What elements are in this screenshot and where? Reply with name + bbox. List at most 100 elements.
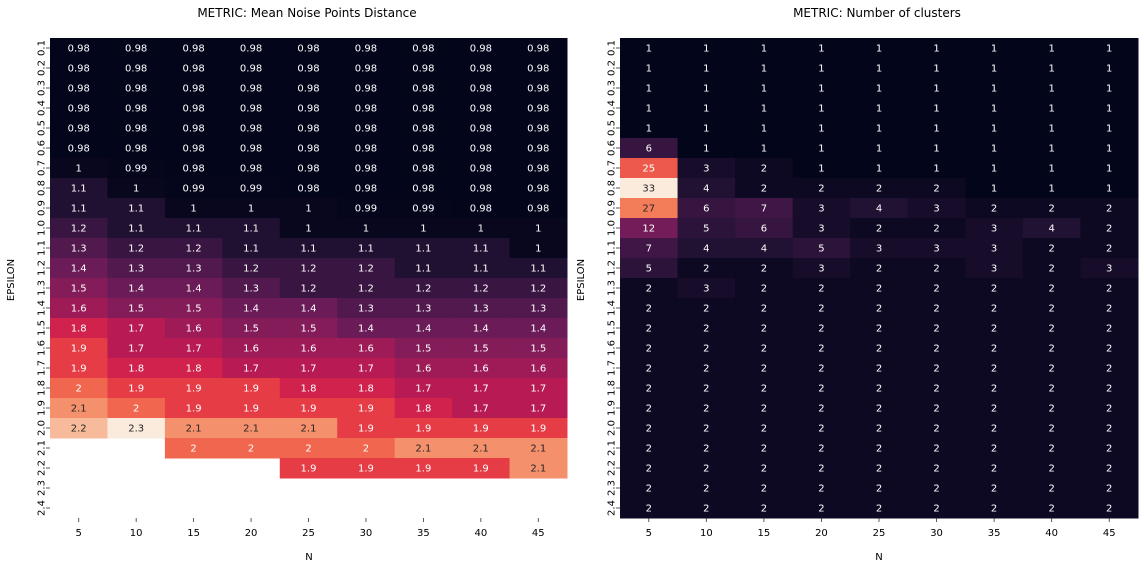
y-tick-label: 2.4 bbox=[607, 500, 618, 516]
heatmap-cell bbox=[677, 258, 736, 279]
cell-value-label: 0.98 bbox=[412, 44, 434, 55]
heatmap-cell bbox=[279, 278, 338, 299]
heatmap-cell bbox=[735, 198, 794, 219]
heatmap-cell bbox=[735, 498, 794, 519]
heatmap-cell bbox=[792, 358, 851, 379]
cell-value-label: 1.9 bbox=[71, 364, 87, 375]
cell-value-label: 2.2 bbox=[71, 424, 87, 435]
cell-value-label: 0.98 bbox=[68, 64, 90, 75]
heatmap-cell bbox=[850, 58, 909, 79]
cell-value-label: 0.98 bbox=[412, 144, 434, 155]
cell-value-label: 2 bbox=[1106, 304, 1112, 315]
y-tick-label: 2.0 bbox=[37, 420, 48, 436]
heatmap-cell bbox=[1080, 238, 1139, 259]
heatmap-cell bbox=[164, 38, 223, 59]
cell-value-label: 1.8 bbox=[358, 384, 374, 395]
y-tick-label: 0.6 bbox=[37, 140, 48, 156]
heatmap-cell bbox=[50, 278, 108, 299]
cell-value-label: 2 bbox=[1048, 244, 1054, 255]
cell-value-label: 2 bbox=[933, 404, 939, 415]
cell-value-label: 1.6 bbox=[71, 304, 87, 315]
heatmap-cell bbox=[279, 358, 338, 379]
cell-value-label: 0.98 bbox=[470, 44, 492, 55]
heatmap-cell bbox=[164, 418, 223, 439]
heatmap-cell bbox=[222, 178, 281, 199]
heatmap-cell bbox=[394, 238, 453, 259]
heatmap-cell bbox=[50, 178, 108, 199]
heatmap-cell bbox=[1022, 158, 1081, 179]
cell-value-label: 2 bbox=[991, 424, 997, 435]
cell-value-label: 1 bbox=[761, 144, 767, 155]
heatmap-cell bbox=[509, 418, 568, 439]
heatmap-cell bbox=[620, 58, 679, 79]
heatmap-cell bbox=[792, 238, 851, 259]
heatmap-cell bbox=[509, 318, 568, 339]
heatmap-cell bbox=[620, 238, 679, 259]
cell-value-label: 1 bbox=[190, 204, 196, 215]
cell-value-label: 2 bbox=[646, 484, 652, 495]
cell-value-label: 1.4 bbox=[358, 324, 374, 335]
cell-value-label: 2 bbox=[646, 384, 652, 395]
cell-value-label: 1.9 bbox=[71, 344, 87, 355]
cell-value-label: 0.98 bbox=[527, 204, 549, 215]
heatmap-cell bbox=[107, 78, 166, 99]
cell-value-label: 0.98 bbox=[527, 144, 549, 155]
heatmap-cell bbox=[735, 338, 794, 359]
cell-value-label: 1 bbox=[876, 124, 882, 135]
heatmap-cell bbox=[164, 298, 223, 319]
cell-value-label: 2 bbox=[1048, 284, 1054, 295]
cell-value-label: 1 bbox=[76, 164, 82, 175]
cell-value-label: 3 bbox=[991, 244, 997, 255]
heatmap-cell bbox=[452, 298, 511, 319]
cell-value-label: 1 bbox=[420, 224, 426, 235]
heatmap-cell bbox=[279, 78, 338, 99]
cell-value-label: 1 bbox=[703, 104, 709, 115]
heatmap-cell bbox=[222, 378, 281, 399]
cell-value-label: 2 bbox=[703, 504, 709, 515]
cell-value-label: 1.8 bbox=[186, 364, 202, 375]
cell-value-label: 1.8 bbox=[301, 384, 317, 395]
cell-value-label: 0.98 bbox=[412, 164, 434, 175]
cell-value-label: 1.5 bbox=[186, 304, 202, 315]
heatmap-cell bbox=[735, 478, 794, 499]
heatmap-cell bbox=[907, 498, 966, 519]
heatmap-cell bbox=[792, 118, 851, 139]
heatmap-cell bbox=[509, 158, 568, 179]
heatmap-cell bbox=[965, 298, 1024, 319]
x-tick-label: 10 bbox=[130, 528, 143, 539]
cell-value-label: 1.1 bbox=[301, 244, 317, 255]
heatmap-cell bbox=[620, 78, 679, 99]
cell-value-label: 0.98 bbox=[240, 144, 262, 155]
heatmap-cell bbox=[907, 138, 966, 159]
heatmap-cell bbox=[735, 318, 794, 339]
cell-value-label: 1.2 bbox=[128, 244, 144, 255]
cell-value-label: 0.98 bbox=[527, 44, 549, 55]
cell-value-label: 0.98 bbox=[125, 64, 147, 75]
cell-value-label: 0.99 bbox=[240, 184, 262, 195]
cell-value-label: 0.98 bbox=[182, 84, 204, 95]
heatmap-cell bbox=[965, 358, 1024, 379]
heatmap-cell bbox=[850, 318, 909, 339]
cell-value-label: 1 bbox=[818, 64, 824, 75]
cell-value-label: 2 bbox=[876, 364, 882, 375]
cell-value-label: 2 bbox=[703, 404, 709, 415]
heatmap-cell bbox=[735, 178, 794, 199]
cell-value-label: 1.4 bbox=[128, 284, 144, 295]
heatmap-cell bbox=[677, 278, 736, 299]
y-tick-label: 1.6 bbox=[37, 340, 48, 356]
heatmap-cell bbox=[222, 358, 281, 379]
y-tick-label: 2.1 bbox=[607, 440, 618, 456]
cell-value-label: 2 bbox=[818, 404, 824, 415]
heatmap-cell bbox=[677, 98, 736, 119]
cell-value-label: 4 bbox=[1048, 224, 1054, 235]
heatmap-cell bbox=[1022, 358, 1081, 379]
cell-value-label: 1.6 bbox=[358, 344, 374, 355]
y-tick-label: 0.3 bbox=[37, 80, 48, 96]
cell-value-label: 1.7 bbox=[415, 384, 431, 395]
heatmap-cell bbox=[965, 338, 1024, 359]
cell-value-label: 1.5 bbox=[71, 284, 87, 295]
cell-value-label: 1 bbox=[991, 144, 997, 155]
cell-value-label: 2 bbox=[933, 464, 939, 475]
heatmap-cell bbox=[394, 458, 453, 479]
